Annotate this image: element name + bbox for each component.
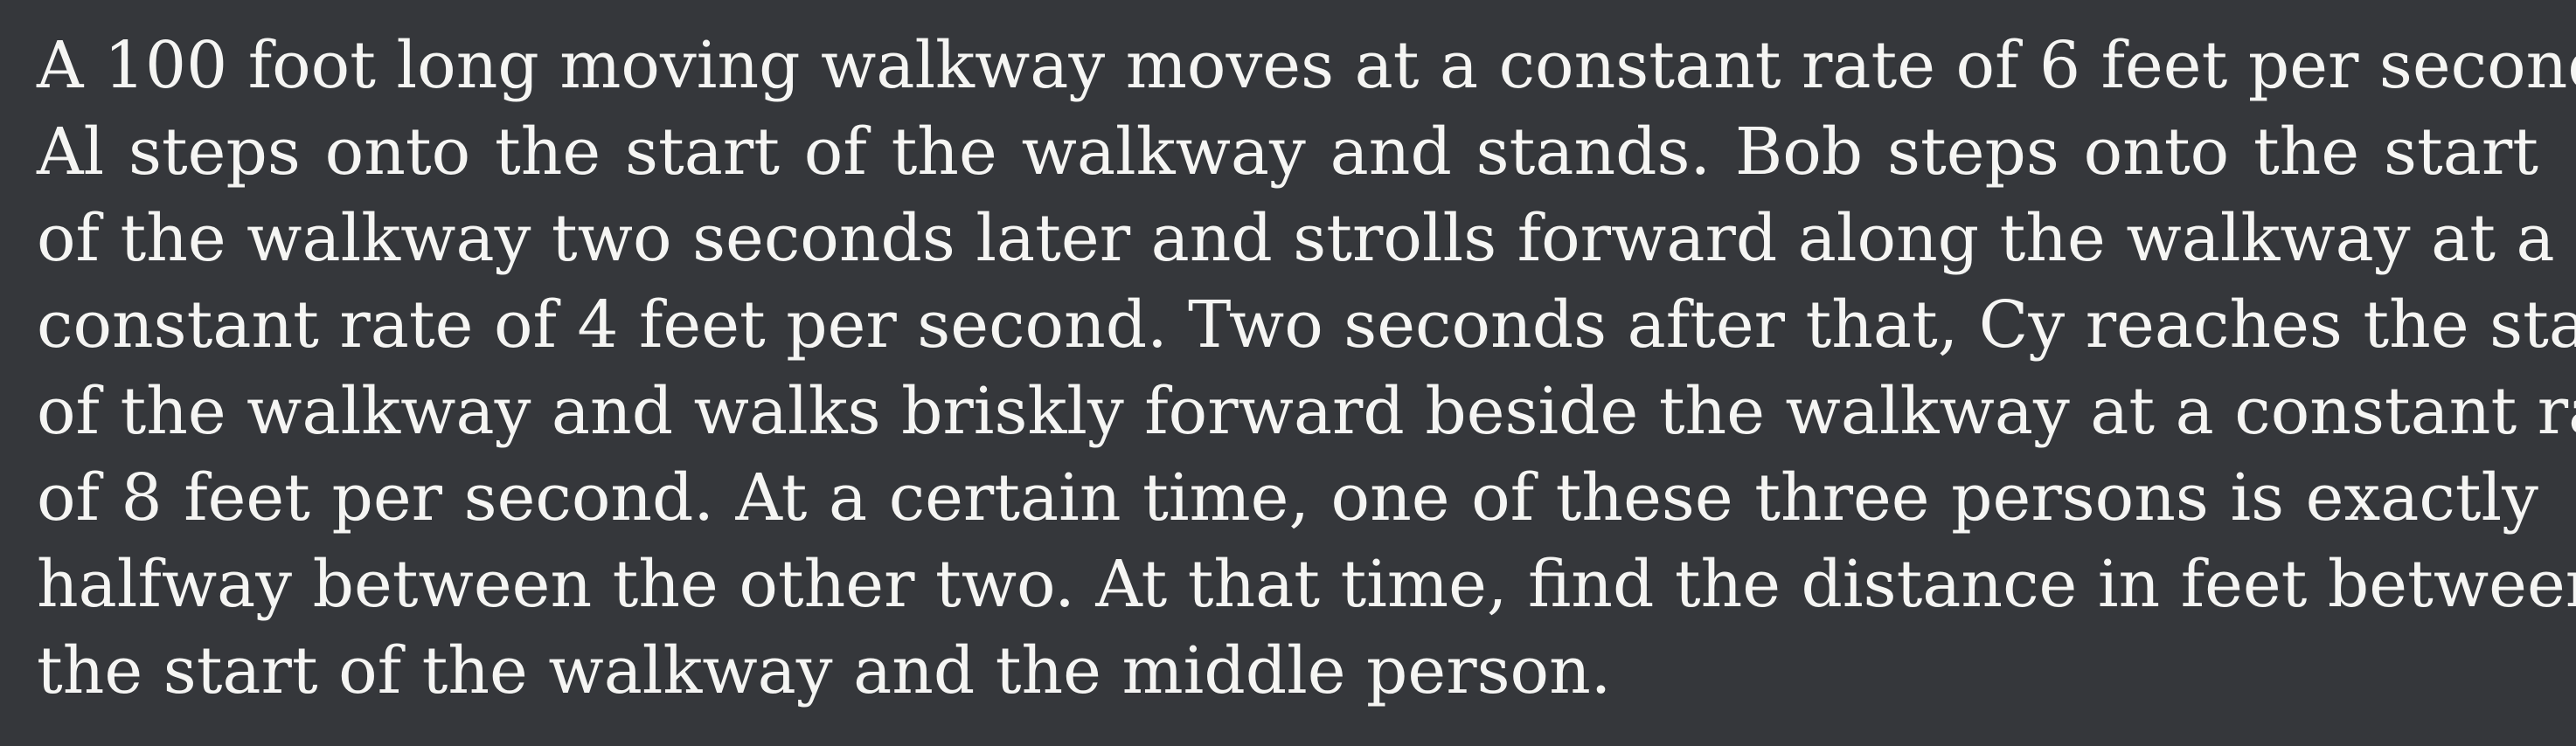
problem-line-8: the start of the walkway and the middle … xyxy=(37,633,1612,708)
problem-line-5: of the walkway and walks briskly forward… xyxy=(37,374,2576,449)
problem-line-4: constant rate of 4 feet per second. Two … xyxy=(37,287,2576,363)
problem-line-6: of 8 feet per second. At a certain time,… xyxy=(37,460,2538,535)
problem-line-3: of the walkway two seconds later and str… xyxy=(37,201,2555,276)
problem-line-1: A 100 foot long moving walkway moves at … xyxy=(37,28,2576,103)
problem-line-7: halfway between the other two. At that t… xyxy=(37,547,2576,622)
math-word-problem: A 100 foot long moving walkway moves at … xyxy=(37,23,2576,722)
problem-line-2: Al steps onto the start of the walkway a… xyxy=(37,114,2538,190)
